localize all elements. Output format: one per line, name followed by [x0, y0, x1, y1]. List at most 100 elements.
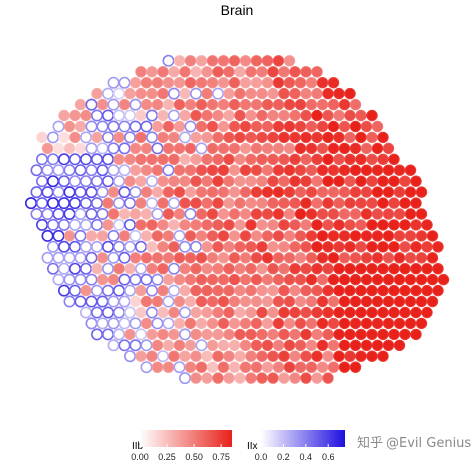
spot: [206, 55, 219, 67]
spot: [261, 230, 274, 242]
spot: [35, 197, 48, 210]
spot: [102, 131, 115, 144]
legend-tick-label: 0.00: [131, 452, 149, 462]
spot: [146, 175, 159, 188]
spot: [179, 219, 191, 231]
spot: [140, 295, 153, 308]
spot: [179, 153, 191, 166]
spot: [289, 153, 301, 166]
spot: [168, 219, 180, 231]
spot: [278, 131, 290, 144]
spot: [305, 186, 318, 198]
spot: [52, 164, 65, 177]
spot: [421, 284, 433, 297]
spot: [173, 361, 186, 374]
spot: [184, 164, 197, 176]
spot: [168, 241, 180, 253]
spot: [212, 284, 224, 297]
spot: [124, 131, 137, 144]
spot: [91, 306, 104, 319]
spot: [135, 262, 148, 275]
spot: [333, 350, 345, 362]
spot: [151, 361, 164, 373]
spot: [272, 120, 285, 133]
spot: [201, 109, 213, 122]
spot: [355, 109, 367, 122]
spot: [322, 175, 334, 187]
spot: [300, 175, 312, 187]
spot: [256, 372, 268, 384]
spot: [371, 208, 384, 220]
spot: [410, 197, 422, 209]
spot: [322, 350, 334, 362]
spot: [102, 262, 115, 275]
spot: [371, 317, 384, 330]
watermark: 知乎 @Evil Genius: [357, 435, 471, 451]
spot: [305, 208, 318, 220]
spot: [206, 142, 219, 155]
spot: [360, 317, 373, 330]
spot: [349, 295, 362, 308]
spot: [118, 186, 131, 199]
spot: [371, 164, 384, 176]
spot: [179, 66, 191, 78]
spot: [349, 186, 362, 198]
spot: [124, 197, 137, 210]
spot: [190, 66, 202, 78]
spot: [316, 361, 329, 373]
spot: [223, 372, 235, 384]
spot: [410, 263, 422, 275]
spot: [366, 131, 378, 144]
spot: [223, 263, 235, 275]
spot: [399, 263, 411, 275]
spot: [344, 350, 356, 362]
spot: [234, 131, 246, 144]
spot: [228, 295, 241, 308]
spot: [250, 208, 263, 220]
spot: [377, 131, 389, 144]
spot: [349, 361, 362, 373]
spot: [69, 109, 81, 122]
spot: [344, 131, 356, 144]
spot: [294, 142, 307, 155]
spot: [316, 339, 329, 351]
legend-iib-colorbar: [140, 430, 232, 447]
spot: [184, 98, 197, 111]
spot: [107, 229, 120, 242]
spot: [96, 164, 109, 177]
spot: [69, 240, 82, 253]
spot: [179, 197, 191, 209]
spot: [327, 164, 340, 176]
spot: [52, 208, 65, 221]
spot: [102, 175, 115, 188]
spot: [228, 339, 241, 351]
spot: [223, 284, 235, 297]
spot: [349, 142, 362, 155]
spot: [272, 55, 285, 67]
spot: [201, 306, 213, 319]
spot: [272, 142, 285, 155]
spot: [410, 219, 422, 231]
spot: [85, 208, 98, 221]
spot: [228, 120, 241, 133]
spot: [113, 175, 126, 188]
spot: [239, 252, 252, 264]
spot: [393, 164, 406, 176]
spot: [349, 317, 362, 330]
spot: [140, 230, 153, 242]
spot: [272, 273, 285, 286]
spot: [195, 186, 208, 198]
spot: [415, 230, 428, 242]
spot: [327, 317, 340, 330]
spot: [377, 328, 389, 341]
spot: [179, 175, 191, 187]
spot: [63, 295, 76, 308]
spot: [327, 295, 340, 308]
spot: [195, 208, 208, 220]
spot: [333, 241, 345, 253]
legend-tick-label: 0.75: [212, 452, 230, 462]
spot: [223, 109, 235, 122]
spot: [91, 87, 103, 100]
spot: [146, 328, 158, 341]
spot: [190, 240, 203, 253]
